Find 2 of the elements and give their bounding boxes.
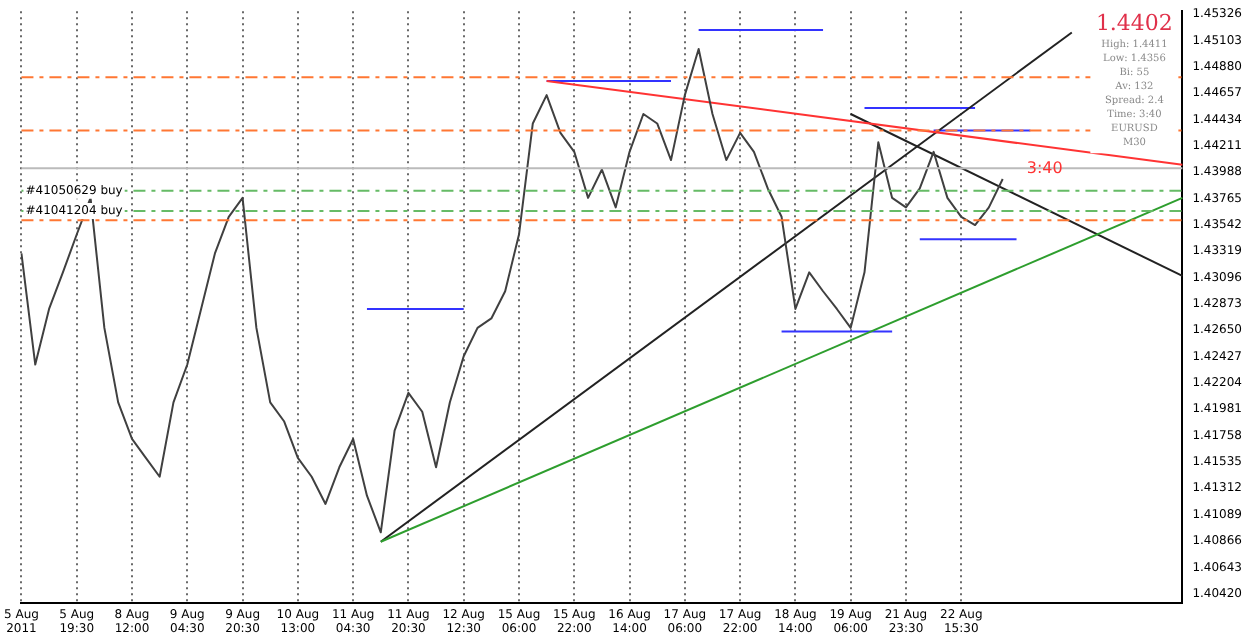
annotation: 3:40: [1026, 158, 1063, 177]
annotation: 1.4402: [1095, 9, 1173, 36]
